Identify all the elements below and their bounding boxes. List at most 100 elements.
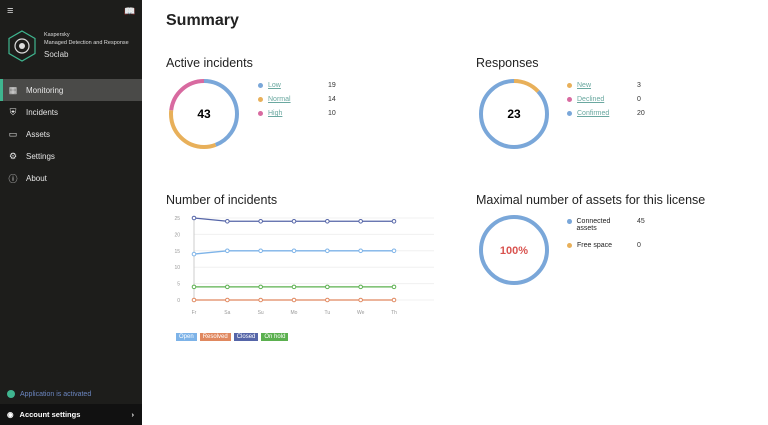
- responses-donut: 23: [479, 79, 549, 149]
- dashboard-icon: ▦: [8, 84, 18, 95]
- sidebar-item-about[interactable]: ⓘ About: [0, 167, 142, 189]
- info-icon: ⓘ: [8, 173, 18, 184]
- legend-item[interactable]: Confirmed: [567, 110, 609, 117]
- legend-item[interactable]: New: [567, 82, 591, 89]
- legend-item[interactable]: Low: [258, 82, 281, 89]
- label: Account settings: [19, 410, 81, 419]
- label: Incidents: [26, 107, 59, 117]
- x-tick-label: Sa: [224, 310, 230, 316]
- menu-icon[interactable]: ≡: [7, 5, 14, 17]
- data-point: [191, 284, 197, 290]
- y-tick-label: 0: [177, 298, 180, 304]
- sidebar-item-assets[interactable]: ▭ Assets: [0, 123, 142, 145]
- value: 45: [637, 218, 645, 225]
- y-tick-label: 15: [174, 249, 180, 255]
- logo-icon: [8, 30, 36, 62]
- dot: [567, 83, 572, 88]
- legend-item[interactable]: High: [258, 110, 282, 117]
- assets-percent: 100%: [500, 245, 528, 257]
- x-tick-label: Su: [258, 310, 264, 316]
- label: Connected assets: [576, 218, 611, 232]
- label: Assets: [26, 129, 51, 139]
- data-point: [391, 284, 397, 290]
- incidents-line-chart: 0 5 10 15 20 25 Fr Sa Su Mo Tu We Th: [174, 215, 434, 316]
- legend-badge[interactable]: Resolved: [199, 333, 231, 341]
- data-point: [325, 297, 330, 303]
- legend-connected: Connected assets: [567, 218, 627, 232]
- data-point: [391, 218, 397, 224]
- active-total: 43: [197, 107, 211, 121]
- legend-link[interactable]: Confirmed: [577, 110, 610, 117]
- dot: [567, 243, 572, 248]
- label: Settings: [26, 151, 55, 161]
- legend-item[interactable]: Declined: [567, 96, 604, 103]
- data-point: [358, 297, 363, 303]
- legend-value: 19: [328, 82, 336, 89]
- legend-link[interactable]: New: [577, 82, 592, 89]
- data-point: [225, 297, 230, 303]
- gear-icon: ⚙: [8, 150, 18, 161]
- product: Managed Detection and Response: [44, 40, 129, 46]
- activation-status: Application is activated: [7, 390, 91, 398]
- responses-total: 23: [507, 107, 521, 121]
- legend-link[interactable]: High: [268, 110, 283, 117]
- data-point: [258, 297, 263, 303]
- legend-badge[interactable]: Open: [176, 333, 197, 341]
- sidebar-item-monitoring[interactable]: ▦ Monitoring: [0, 79, 142, 101]
- data-point: [225, 284, 230, 290]
- sidebar: ≡ 📖 Kaspersky Managed Detection and Resp…: [0, 0, 142, 425]
- data-point: [225, 248, 230, 254]
- legend-link[interactable]: Normal: [268, 96, 291, 103]
- check-icon: [7, 390, 15, 398]
- data-point: [358, 284, 363, 290]
- monitor-icon: ▭: [8, 128, 18, 139]
- legend-badge[interactable]: On hold: [261, 333, 289, 341]
- x-tick-label: We: [357, 310, 365, 316]
- data-point: [258, 248, 263, 254]
- x-tick-label: Tu: [325, 310, 331, 316]
- user-icon: ◉: [7, 410, 14, 419]
- data-point: [325, 248, 330, 254]
- value: 0: [637, 242, 641, 249]
- legend-value: 14: [328, 96, 336, 103]
- legend-value: 10: [328, 110, 336, 117]
- legend-badge[interactable]: Closed: [233, 333, 259, 341]
- data-point: [191, 215, 197, 221]
- legend-free: Free space: [567, 242, 612, 249]
- dot: [258, 83, 263, 88]
- data-point: [291, 218, 297, 224]
- sidebar-item-incidents[interactable]: ⛨ Incidents: [0, 101, 142, 123]
- legend-value: 3: [637, 82, 641, 89]
- brand: Kaspersky: [44, 32, 70, 38]
- data-point: [258, 218, 263, 224]
- book-icon[interactable]: 📖: [124, 6, 136, 16]
- data-point: [291, 284, 297, 290]
- account-settings-button[interactable]: ◉ Account settings ›: [0, 404, 142, 425]
- status-text: Application is activated: [20, 390, 92, 398]
- dot: [567, 111, 572, 116]
- legend-link[interactable]: Low: [268, 82, 281, 89]
- data-point: [291, 297, 297, 303]
- assets-donut: 100%: [479, 215, 549, 285]
- page-title: Summary: [166, 12, 239, 29]
- data-point: [325, 218, 330, 224]
- active-incidents-donut: 43: [169, 79, 239, 149]
- active-incidents-title: Active incidents: [166, 56, 253, 70]
- legend-link[interactable]: Declined: [577, 96, 605, 103]
- data-point: [258, 284, 263, 290]
- data-point: [191, 297, 197, 303]
- sidebar-item-settings[interactable]: ⚙ Settings: [0, 145, 142, 167]
- label: Free space: [577, 242, 613, 249]
- label: About: [26, 173, 47, 183]
- donut-segment-2: [169, 79, 239, 149]
- assets-title: Maximal number of assets for this licens…: [476, 193, 706, 207]
- chart-title: Number of incidents: [166, 193, 278, 207]
- chart-legend: Open Resolved Closed On hold: [176, 325, 291, 343]
- label: Monitoring: [26, 85, 64, 95]
- data-point: [358, 248, 363, 254]
- data-point: [358, 218, 363, 224]
- data-point: [225, 218, 230, 224]
- data-point: [391, 297, 397, 303]
- x-tick-label: Th: [391, 310, 397, 316]
- legend-item[interactable]: Normal: [258, 96, 291, 103]
